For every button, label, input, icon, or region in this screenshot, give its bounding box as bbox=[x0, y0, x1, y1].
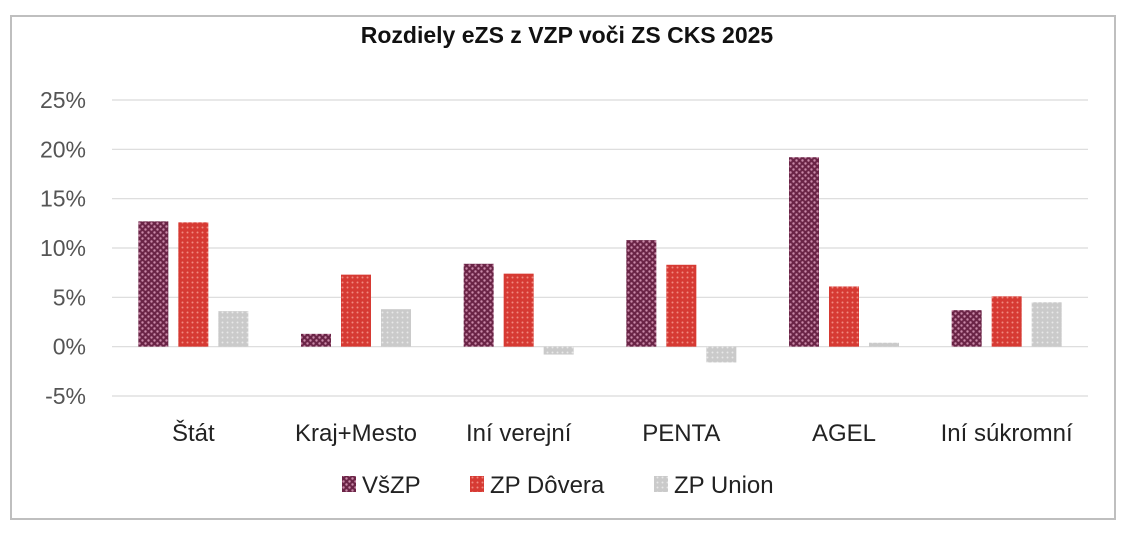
bar-zp-union-2 bbox=[543, 346, 574, 355]
y-tick-label: 10% bbox=[40, 235, 86, 261]
chart-title: Rozdiely eZS z VZP voči ZS CKS 2025 bbox=[360, 22, 774, 48]
x-tick-label: AGEL bbox=[812, 420, 876, 447]
bar-zp-d-vera-2 bbox=[503, 273, 534, 347]
x-tick-label: Iní súkromní bbox=[941, 420, 1073, 447]
y-tick-label: 15% bbox=[40, 186, 86, 212]
y-tick-label: 20% bbox=[40, 136, 86, 162]
bar-zp-d-vera-4 bbox=[829, 286, 859, 347]
x-tick-label: Štát bbox=[172, 419, 215, 447]
x-tick-label: Iní verejní bbox=[466, 420, 572, 447]
legend-swatch bbox=[470, 476, 484, 492]
bar-zp-d-vera-0 bbox=[178, 222, 209, 347]
y-tick-label: 0% bbox=[53, 334, 86, 360]
bar-zp-union-5 bbox=[1031, 302, 1062, 347]
bar-v-zp-4 bbox=[789, 157, 819, 347]
bars bbox=[138, 157, 1062, 363]
bar-v-zp-5 bbox=[951, 310, 982, 347]
y-tick-label: 5% bbox=[53, 284, 86, 310]
x-tick-label: Kraj+Mesto bbox=[295, 420, 417, 447]
bar-zp-d-vera-3 bbox=[666, 264, 697, 347]
bar-zp-union-3 bbox=[706, 346, 737, 363]
legend: VšZP ZP Dôvera ZP Union bbox=[342, 472, 774, 499]
x-tick-label: PENTA bbox=[642, 420, 720, 447]
y-tick-label: -5% bbox=[45, 383, 86, 409]
bar-zp-union-1 bbox=[381, 309, 411, 347]
bar-zp-union-4 bbox=[869, 342, 899, 347]
x-axis-ticks: Štát Kraj+Mesto Iní verejní PENTA AGEL Iní sú… bbox=[172, 419, 1073, 447]
bar-v-zp-3 bbox=[626, 240, 657, 347]
y-axis-ticks: 25% 20% 15% 10% 5% 0% -5% bbox=[40, 87, 86, 409]
legend-label: ZP Union bbox=[674, 472, 774, 499]
legend-label: ZP Dôvera bbox=[490, 472, 605, 499]
bar-zp-d-vera-1 bbox=[341, 274, 371, 347]
bar-v-zp-2 bbox=[463, 263, 494, 347]
legend-label: VšZP bbox=[362, 472, 421, 499]
grid-lines bbox=[112, 99, 1088, 397]
bar-zp-union-0 bbox=[218, 311, 249, 347]
bar-v-zp-0 bbox=[138, 221, 169, 347]
bar-zp-d-vera-5 bbox=[991, 296, 1022, 347]
legend-swatch bbox=[342, 476, 356, 492]
legend-swatch bbox=[654, 476, 668, 492]
bar-v-zp-1 bbox=[301, 333, 331, 347]
y-tick-label: 25% bbox=[40, 87, 86, 113]
